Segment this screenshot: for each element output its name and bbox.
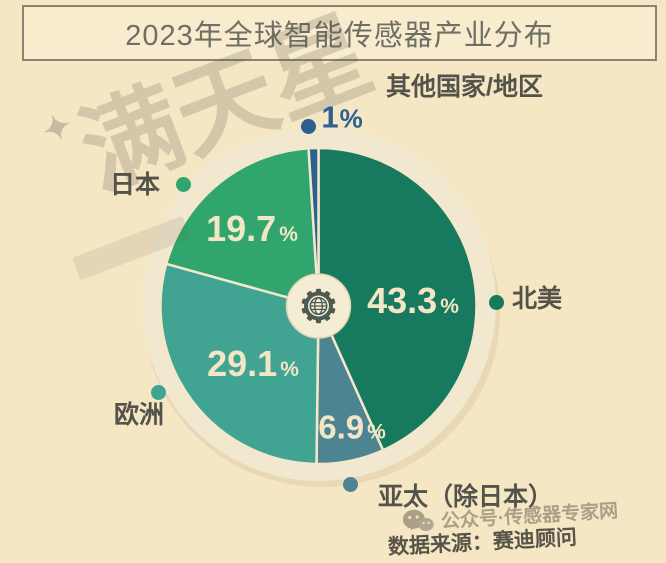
callout-dot-north-america bbox=[489, 295, 504, 310]
pct-label-europe: 29.1% bbox=[207, 343, 299, 384]
pie-slices bbox=[159, 146, 478, 466]
pie-slice-north-america bbox=[317, 146, 478, 452]
label-europe: 欧洲 bbox=[114, 401, 165, 429]
wechat-icon bbox=[402, 509, 434, 532]
pct-label-japan: 19.7% bbox=[206, 208, 298, 249]
callout-dot-japan bbox=[176, 177, 191, 192]
pct-label-other-countries: 1% bbox=[321, 99, 363, 135]
title-box: 2023年全球智能传感器产业分布 bbox=[22, 5, 657, 61]
pct-label-apac: 6.9% bbox=[318, 408, 386, 446]
pie-slice-japan bbox=[164, 147, 320, 308]
label-apac: 亚太（除日本） bbox=[378, 483, 554, 511]
label-other-countries: 其他国家/地区 bbox=[386, 73, 543, 101]
label-north-america: 北美 bbox=[512, 285, 563, 313]
page-title: 2023年全球智能传感器产业分布 bbox=[125, 20, 554, 52]
callout-dot-europe bbox=[151, 385, 166, 400]
gear-globe-icon bbox=[301, 288, 336, 324]
callout-dot-apac bbox=[343, 477, 358, 492]
pie-slice-other-countries bbox=[307, 146, 320, 308]
account-watermark: 公众号·传感器专家网 bbox=[401, 496, 619, 536]
callout-dot-other-countries bbox=[301, 119, 316, 134]
label-japan: 日本 bbox=[110, 171, 161, 199]
pie-slice-europe bbox=[159, 262, 320, 466]
pct-label-north-america: 43.3% bbox=[367, 280, 459, 321]
